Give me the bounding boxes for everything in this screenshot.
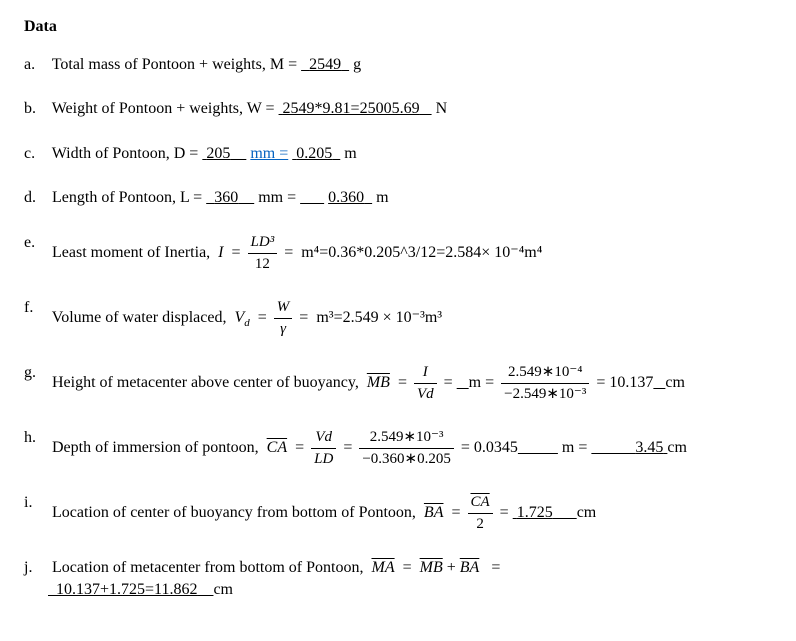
letter-a: a. [24, 54, 48, 76]
unit-b: N [436, 100, 448, 117]
label-f: Volume of water displaced, [52, 309, 227, 326]
item-j: j. Location of metacenter from bottom of… [24, 557, 772, 602]
letter-i: i. [24, 492, 48, 514]
letter-h: h. [24, 427, 48, 449]
letter-c: c. [24, 143, 48, 165]
rhs-f: m³=2.549 × 10⁻³m³ [316, 309, 442, 326]
label-h: Depth of immersion of pontoon, [52, 439, 259, 456]
unit-i: cm [577, 504, 597, 521]
frac-i: CA 2 [468, 492, 493, 535]
item-h: h. Depth of immersion of pontoon, CA = V… [24, 427, 772, 470]
unit-d-m: m [376, 189, 388, 206]
mm-link: mm = [250, 145, 288, 162]
item-i: i. Location of center of buoyancy from b… [24, 492, 772, 535]
letter-b: b. [24, 98, 48, 120]
val-i: 1.725 [513, 504, 577, 521]
rhs-e: m⁴=0.36*0.205^3/12=2.584× 10⁻⁴m⁴ [301, 244, 542, 261]
val-c-mm: 205 [202, 145, 246, 162]
val-j: 10.137+1.725=11.862 [48, 581, 213, 598]
eq-h2: = 0.0345 [461, 439, 518, 456]
blank-d [300, 189, 324, 206]
label-e: Least moment of Inertia, [52, 244, 210, 261]
frac-h2: 2.549∗10⁻³ −0.360∗0.205 [359, 427, 454, 470]
frac-g1: I Vd [414, 362, 437, 405]
letter-j: j. [24, 557, 48, 579]
item-b: b. Weight of Pontoon + weights, W = 2549… [24, 98, 772, 120]
label-d: Length of Pontoon, L = [52, 189, 202, 206]
eq-e: = [284, 244, 293, 261]
frac-f: W γ [274, 297, 293, 340]
mid-d: mm = [258, 189, 296, 206]
frac-h1: Vd LD [311, 427, 336, 470]
val-a: 2549 [301, 56, 349, 73]
letter-d: d. [24, 187, 48, 209]
frac-g2: 2.549∗10⁻⁴ −2.549∗10⁻³ [501, 362, 589, 405]
item-f: f. Volume of water displaced, Vd = W γ =… [24, 297, 772, 340]
frac-e: LD³ 12 [248, 232, 278, 275]
val-c-m: 0.205 [292, 145, 340, 162]
unit-j: cm [213, 581, 233, 598]
letter-g: g. [24, 362, 48, 384]
label-c: Width of Pontoon, D = [52, 145, 199, 162]
label-i: Location of center of buoyancy from bott… [52, 504, 416, 521]
item-g: g. Height of metacenter above center of … [24, 362, 772, 405]
unit-h2: cm [667, 439, 687, 456]
unit-a: g [353, 56, 361, 73]
val-b: 2549*9.81=25005.69 [279, 100, 432, 117]
eq-f: = [299, 309, 308, 326]
label-b: Weight of Pontoon + weights, W = [52, 100, 275, 117]
unit-g: cm [665, 374, 685, 391]
val-h2: 3.45 [591, 439, 667, 456]
heading: Data [24, 18, 772, 36]
val-d-m: 0.360 [328, 189, 372, 206]
label-g: Height of metacenter above center of buo… [52, 374, 359, 391]
item-e: e. Least moment of Inertia, I = LD³ 12 =… [24, 232, 772, 275]
item-c: c. Width of Pontoon, D = 205 mm = 0.205 … [24, 143, 772, 165]
eq-g: = 10.137 [596, 374, 653, 391]
val-d-mm: 360 [206, 189, 254, 206]
label-a: Total mass of Pontoon + weights, M = [52, 56, 297, 73]
item-d: d. Length of Pontoon, L = 360 mm = 0.360… [24, 187, 772, 209]
letter-f: f. [24, 297, 48, 319]
letter-e: e. [24, 232, 48, 254]
unit-c-m: m [344, 145, 356, 162]
item-a: a. Total mass of Pontoon + weights, M = … [24, 54, 772, 76]
label-j: Location of metacenter from bottom of Po… [52, 559, 363, 576]
